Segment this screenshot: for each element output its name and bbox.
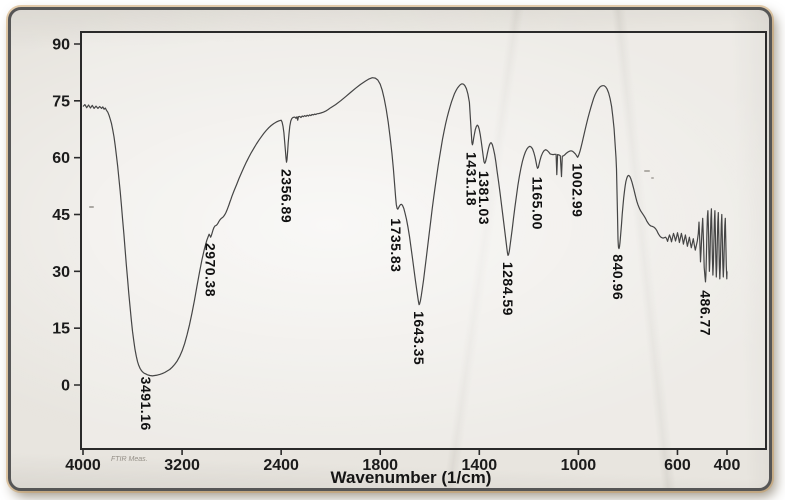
peak-label: 1381.03: [476, 171, 492, 225]
x-tick-label: 400: [714, 457, 741, 474]
peak-label: 1165.00: [530, 177, 546, 230]
y-tick-label: 15: [52, 321, 70, 338]
plot-frame: [80, 31, 767, 450]
ir-spectrum-chart: Wavenumber (1/cm) FTIR Meas. 0 15 30 45 60 75…: [52, 31, 767, 487]
scan-footer-note: FTIR Meas.: [111, 456, 148, 463]
peak-label: 3491.16: [138, 377, 154, 431]
spectrum-curve: [82, 77, 728, 377]
peak-label: 2356.89: [278, 169, 294, 223]
y-tick-label: 45: [52, 207, 70, 224]
peak-label: 1643.35: [411, 311, 427, 365]
peak-label: 2970.38: [203, 243, 219, 297]
scan-speck: [651, 177, 654, 179]
y-tick-label: 90: [52, 37, 70, 54]
y-tick-label: 0: [61, 378, 70, 395]
x-tick-label: 4000: [65, 457, 101, 474]
x-axis-title: Wavenumber (1/cm): [331, 468, 492, 487]
y-tick-label: 30: [52, 264, 70, 281]
peak-label: 840.96: [610, 254, 626, 300]
x-tick-label: 1800: [362, 457, 398, 474]
x-tick-label: 1400: [462, 457, 498, 474]
peak-label: 1735.83: [388, 218, 404, 272]
peak-label: 1431.18: [464, 152, 480, 206]
peak-label: 1284.59: [500, 262, 516, 316]
peak-label: 1002.99: [570, 163, 586, 217]
x-tick-label: 2400: [263, 457, 299, 474]
peak-label: 486.77: [697, 290, 713, 336]
x-tick-label: 600: [664, 457, 691, 474]
scan-speck: [89, 206, 94, 208]
scanned-spectrum-page: Wavenumber (1/cm) FTIR Meas. 0 15 30 45 60 75…: [8, 7, 772, 491]
x-tick-label: 1000: [561, 457, 597, 474]
x-tick-label: 3200: [164, 457, 200, 474]
y-tick-label: 60: [52, 150, 70, 167]
y-tick-label: 75: [52, 93, 70, 110]
scan-speck: [644, 170, 650, 172]
